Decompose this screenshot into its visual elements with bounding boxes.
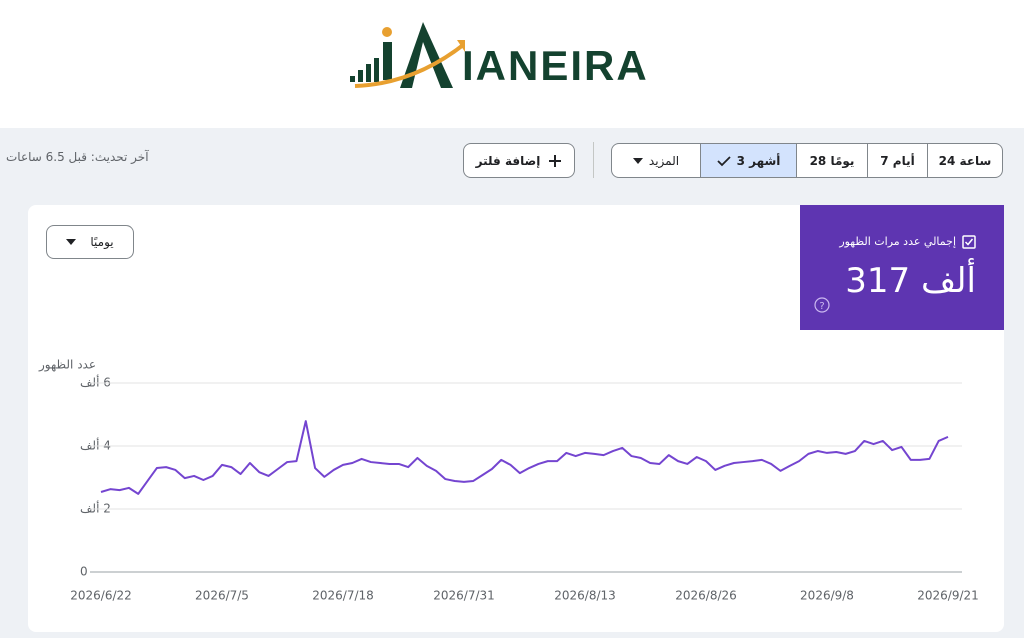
y-tick-label: 6 ألف <box>80 375 111 390</box>
granularity-label: يوميًا <box>90 235 114 249</box>
range-option[interactable]: 3 أشهر <box>700 144 796 177</box>
x-tick-label: 2026/9/8 <box>800 589 854 603</box>
y-axis-label: عدد الظهور <box>38 358 96 373</box>
range-label: 7 أيام <box>880 153 915 168</box>
dropdown-arrow <box>632 157 643 164</box>
range-label: 3 أشهر <box>736 153 781 168</box>
more-label: المزيد <box>648 153 680 168</box>
x-tick-label: 2026/7/31 <box>433 589 495 603</box>
date-range-selector: المزيد 3 أشهر 28 يومًا 7 أيام 24 ساعة <box>611 143 1003 178</box>
add-filter-label: إضافة فلتر <box>475 153 541 168</box>
help-icon[interactable]: ? <box>814 297 830 313</box>
x-tick-label: 2026/8/13 <box>554 589 616 603</box>
granularity-dropdown[interactable]: يوميًا <box>46 225 134 259</box>
metric-card[interactable]: إجمالي عدد مرات الظهور 317 ألف ? <box>800 205 1004 330</box>
svg-text:?: ? <box>819 301 824 312</box>
add-filter-button[interactable]: إضافة فلتر <box>463 143 575 178</box>
range-option[interactable]: 7 أيام <box>867 144 927 177</box>
metric-value: 317 ألف <box>845 261 976 301</box>
checkbox[interactable] <box>962 235 976 249</box>
metric-label: إجمالي عدد مرات الظهور <box>839 235 956 248</box>
plus-icon <box>549 154 562 167</box>
x-tick-label: 2026/9/21 <box>917 589 979 603</box>
more-dropdown[interactable]: المزيد <box>612 144 700 177</box>
x-tick-label: 2026/7/5 <box>195 589 249 603</box>
x-tick-label: 2026/8/26 <box>675 589 737 603</box>
logo-mark <box>350 22 465 88</box>
dropdown-arrow <box>66 239 77 245</box>
header: IANEIRA <box>0 0 1024 128</box>
divider <box>593 142 594 178</box>
range-label: 28 يومًا <box>809 153 855 168</box>
last-updated: آخر تحديث: قبل 6.5 ساعات <box>6 150 149 164</box>
x-tick-label: 2026/6/22 <box>70 589 132 603</box>
y-tick-label: 4 ألف <box>80 438 111 453</box>
y-tick-label: 0 <box>80 565 88 579</box>
y-tick-label: 2 ألف <box>80 501 111 516</box>
range-label: 24 ساعة <box>938 153 992 168</box>
data-line <box>100 420 949 495</box>
range-option[interactable]: 28 يومًا <box>796 144 867 177</box>
range-option[interactable]: 24 ساعة <box>927 144 1002 177</box>
logo-text: IANEIRA <box>462 42 649 89</box>
check-icon <box>716 155 731 166</box>
x-tick-label: 2026/7/18 <box>312 589 374 603</box>
